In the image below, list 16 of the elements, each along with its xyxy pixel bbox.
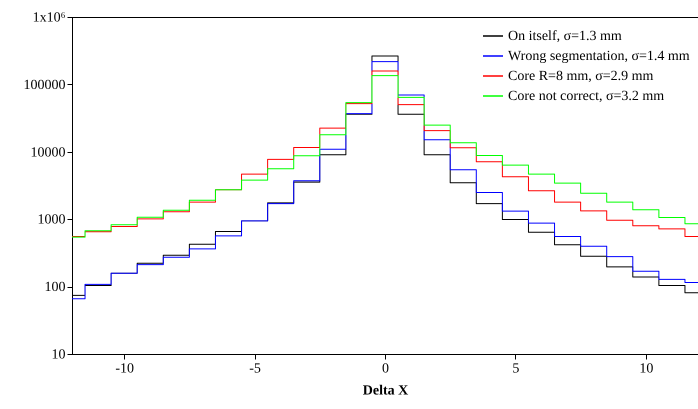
x-axis-title: Delta X bbox=[362, 384, 408, 398]
x-tick-label: 5 bbox=[512, 362, 520, 376]
legend-label: Core not correct, σ=3.2 mm bbox=[508, 89, 664, 104]
y-tick-label: 10000 bbox=[30, 145, 66, 160]
x-tick-label: 10 bbox=[639, 362, 654, 376]
y-tick-label: 100 bbox=[44, 280, 66, 296]
y-tick-label: 100000 bbox=[24, 78, 66, 93]
x-tick-label: 0 bbox=[382, 362, 389, 376]
y-tick-label: 10 bbox=[52, 348, 66, 362]
legend-label: On itself, σ=1.3 mm bbox=[508, 29, 622, 44]
x-tick-label: -10 bbox=[115, 362, 134, 376]
y-tick-label: 1x10⁶ bbox=[32, 10, 66, 26]
legend-label: Wrong segmentation, σ=1.4 mm bbox=[508, 49, 690, 64]
legend-label: Core R=8 mm, σ=2.9 mm bbox=[508, 69, 654, 84]
y-tick-label: 1000 bbox=[38, 212, 66, 228]
x-tick-label: -5 bbox=[249, 362, 261, 376]
